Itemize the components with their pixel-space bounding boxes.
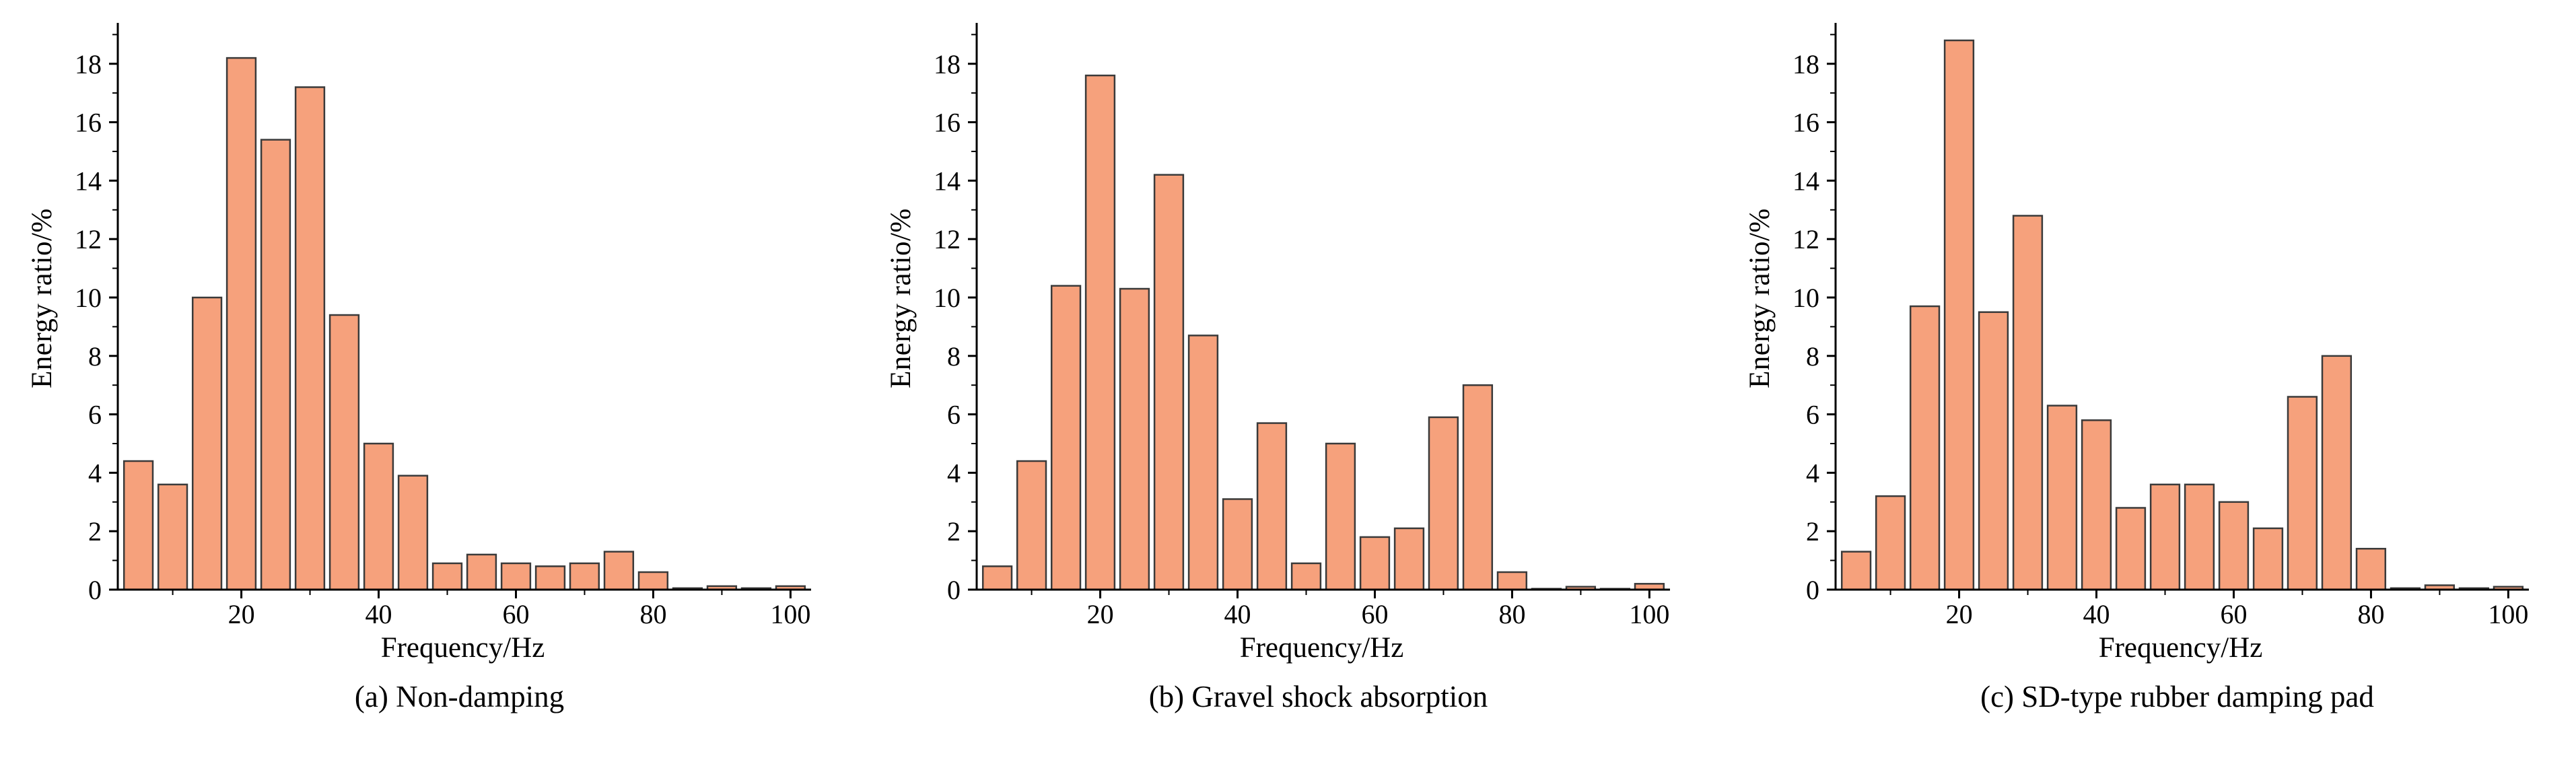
- svg-text:18: 18: [934, 49, 961, 79]
- chart-area-b: Energy ratio/% 0 2 4 6 8 10 12 14 16 18 20 40 60 80 10…: [882, 4, 1694, 630]
- svg-text:60: 60: [502, 599, 529, 629]
- svg-text:80: 80: [639, 599, 666, 629]
- svg-text:0: 0: [1806, 575, 1819, 605]
- svg-text:10: 10: [1792, 283, 1819, 313]
- y-axis-title-a: Energy ratio/%: [26, 208, 58, 389]
- svg-text:16: 16: [1792, 108, 1819, 138]
- svg-text:14: 14: [934, 166, 961, 196]
- svg-text:12: 12: [934, 224, 961, 254]
- svg-text:6: 6: [1806, 400, 1819, 430]
- svg-text:8: 8: [1806, 341, 1819, 372]
- y-axis-title-c: Energy ratio/%: [1744, 208, 1776, 389]
- svg-text:6: 6: [947, 400, 961, 430]
- svg-text:60: 60: [1361, 599, 1388, 629]
- chart-area-c: Energy ratio/% 0 2 4 6 8 10 12 14 16 18 20 40 60 80 10…: [1741, 4, 2552, 630]
- svg-text:40: 40: [365, 599, 392, 629]
- caption-a: (a) Non-damping: [354, 680, 565, 713]
- svg-text:2: 2: [1806, 516, 1819, 547]
- chart-area-a: Energy ratio/% 0 2 4 6 8 10 12 14 16 18 20 40 60 80 10…: [24, 4, 835, 630]
- svg-text:16: 16: [934, 108, 961, 138]
- svg-text:4: 4: [88, 458, 102, 488]
- svg-text:0: 0: [947, 575, 961, 605]
- panel-gravel-shock-absorption: Energy ratio/% 0 2 4 6 8 10 12 14 16 18 20 40 60 80 10…: [859, 0, 1717, 768]
- svg-text:20: 20: [1946, 599, 1973, 629]
- panel-sd-rubber-damping-pad: Energy ratio/% 0 2 4 6 8 10 12 14 16 18 20 40 60 80 10…: [1718, 0, 2576, 768]
- svg-text:10: 10: [75, 283, 102, 313]
- svg-text:18: 18: [75, 49, 102, 79]
- svg-text:40: 40: [1224, 599, 1251, 629]
- svg-text:12: 12: [75, 224, 102, 254]
- bar-chart-c: 0 2 4 6 8 10 12 14 16 18 20 40 60 80 100: [1792, 23, 2529, 629]
- y-axis-title-b: Energy ratio/%: [885, 208, 917, 389]
- svg-text:0: 0: [88, 575, 102, 605]
- x-axis-title-a: Frequency/Hz: [380, 632, 545, 664]
- svg-text:8: 8: [88, 341, 102, 372]
- panel-non-damping: Energy ratio/% 0 2 4 6 8 10 12 14 16 18 20 40 60 80 10…: [0, 0, 858, 768]
- svg-text:100: 100: [1629, 599, 1669, 629]
- svg-text:4: 4: [1806, 458, 1819, 488]
- svg-text:18: 18: [1792, 49, 1819, 79]
- svg-text:60: 60: [2220, 599, 2247, 629]
- svg-text:12: 12: [1792, 224, 1819, 254]
- svg-text:2: 2: [947, 516, 961, 547]
- x-axis-title-c: Frequency/Hz: [2098, 632, 2263, 664]
- svg-text:80: 80: [2357, 599, 2384, 629]
- svg-text:80: 80: [1498, 599, 1525, 629]
- x-axis-title-b: Frequency/Hz: [1239, 632, 1404, 664]
- svg-text:10: 10: [934, 283, 961, 313]
- caption-b: (b) Gravel shock absorption: [1148, 680, 1488, 713]
- svg-text:4: 4: [947, 458, 961, 488]
- bar-chart-a: 0 2 4 6 8 10 12 14 16 18 20 40 60 80 100: [75, 23, 811, 629]
- svg-text:40: 40: [2083, 599, 2110, 629]
- svg-text:14: 14: [1792, 166, 1819, 196]
- svg-text:8: 8: [947, 341, 961, 372]
- svg-text:100: 100: [770, 599, 810, 629]
- svg-text:20: 20: [228, 599, 255, 629]
- svg-text:20: 20: [1087, 599, 1114, 629]
- svg-text:6: 6: [88, 400, 102, 430]
- svg-text:14: 14: [75, 166, 102, 196]
- svg-text:2: 2: [88, 516, 102, 547]
- svg-text:100: 100: [2488, 599, 2528, 629]
- svg-text:16: 16: [75, 108, 102, 138]
- caption-c: (c) SD-type rubber damping pad: [1980, 680, 2374, 713]
- bar-chart-b: 0 2 4 6 8 10 12 14 16 18 20 40 60 80 100: [934, 23, 1670, 629]
